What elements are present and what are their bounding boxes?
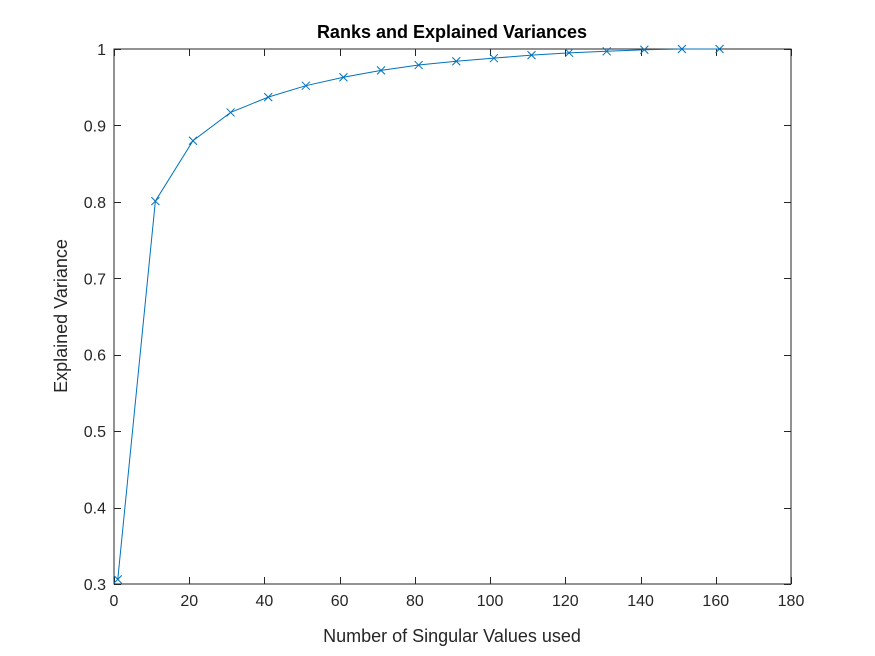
y-axis-title: Explained Variance [51, 239, 71, 393]
y-tick-label: 0.3 [84, 577, 106, 594]
y-tick-label: 0.8 [84, 195, 106, 212]
data-point-marker [451, 56, 461, 66]
x-tick-label: 140 [627, 593, 654, 610]
series-line [117, 48, 720, 580]
data-point-marker [715, 44, 724, 54]
x-tick-label: 20 [180, 593, 198, 610]
x-tick-label: 100 [477, 593, 504, 610]
y-tick-label: 0.4 [84, 501, 106, 518]
data-point-marker [226, 108, 235, 117]
y-tick-label: 1 [97, 42, 106, 59]
data-point-marker [339, 72, 348, 82]
data-point-marker [564, 48, 574, 58]
y-tick-label: 0.5 [84, 424, 106, 441]
y-tick-label: 0.9 [84, 118, 106, 135]
data-point-marker [527, 50, 536, 60]
x-tick-label: 60 [331, 593, 349, 610]
axes-box [113, 48, 792, 585]
series-group [113, 44, 724, 584]
data-point-marker [113, 575, 123, 584]
data-point-marker [489, 53, 499, 63]
x-tick-label: 180 [778, 593, 805, 610]
data-point-marker [602, 46, 612, 56]
data-point-marker [639, 45, 649, 55]
x-axis-ticks: 0 20 40 60 80 100 120 140 160 180 [110, 49, 805, 610]
x-tick-label: 160 [702, 593, 729, 610]
data-point-marker [263, 92, 273, 102]
data-point-marker [188, 136, 198, 146]
y-tick-label: 0.6 [84, 348, 106, 365]
chart-title: Ranks and Explained Variances [317, 22, 587, 42]
plot-area: 0 20 40 60 80 100 120 140 160 180 0.3 0.4 0.5 0.6 0.7… [84, 42, 805, 610]
data-point-marker [677, 44, 687, 54]
x-tick-label: 40 [256, 593, 274, 610]
x-tick-label: 80 [406, 593, 424, 610]
x-axis-title: Number of Singular Values used [323, 626, 581, 646]
x-tick-label: 0 [110, 593, 119, 610]
data-point-marker [301, 81, 311, 91]
y-axis-ticks: 0.3 0.4 0.5 0.6 0.7 0.8 0.9 1 [84, 42, 791, 594]
data-point-marker [151, 196, 160, 206]
data-point-marker [414, 60, 424, 70]
data-point-marker [376, 66, 386, 75]
x-tick-label: 120 [552, 593, 579, 610]
y-tick-label: 0.7 [84, 271, 106, 288]
